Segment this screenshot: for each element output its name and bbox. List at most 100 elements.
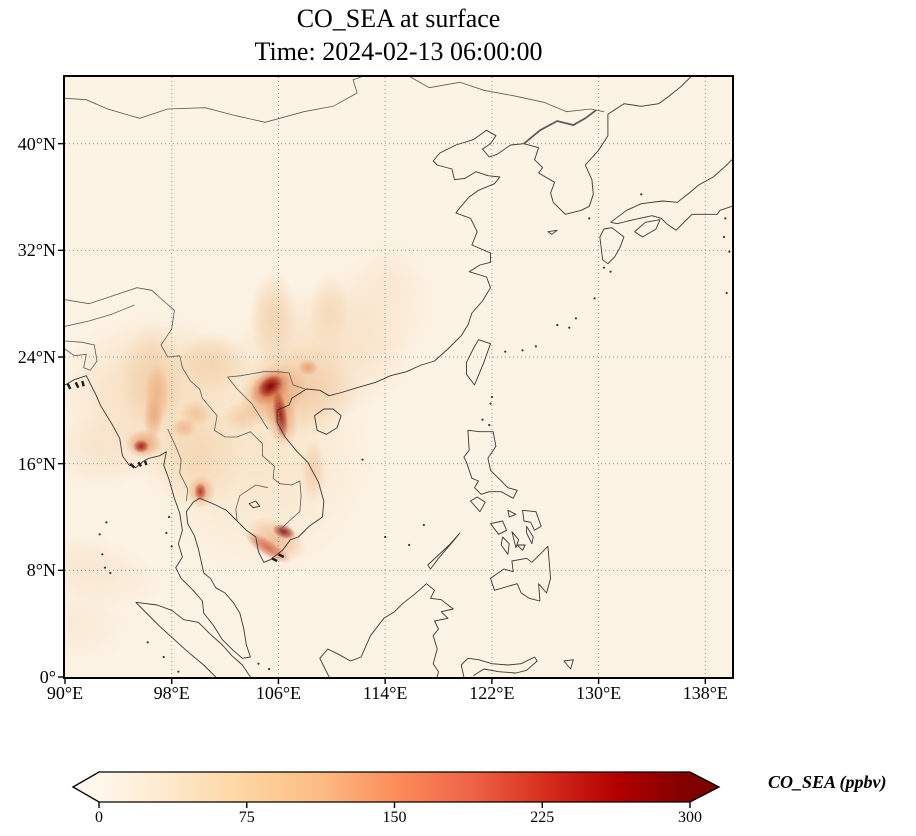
coastline: [511, 531, 520, 549]
country-border: [235, 484, 268, 522]
lon-tick-label: 90°E: [46, 683, 84, 703]
colorbar-units-label: CO_SEA (ppbv): [768, 772, 887, 792]
title-block: CO_SEA at surface Time: 2024-02-13 06:00…: [65, 2, 732, 68]
coastline: [470, 496, 486, 513]
lon-tick-label: 122°E: [469, 683, 515, 703]
coastline: [563, 659, 574, 670]
coastline: [460, 656, 538, 677]
delta-mark: [271, 557, 278, 563]
coastline: [490, 545, 552, 602]
small-island: [728, 250, 731, 253]
small-island: [422, 523, 425, 527]
country-border: [227, 376, 269, 430]
colorbar-tick-label: 150: [382, 809, 407, 826]
small-island: [481, 418, 484, 421]
small-island: [602, 266, 606, 269]
colorbar-ticks: [98, 802, 691, 808]
coastline: [314, 408, 342, 435]
small-island: [268, 667, 271, 671]
colorbar-tick-label: 0: [95, 809, 103, 826]
colorbar-gradient-bar: [71, 771, 721, 803]
coastline: [135, 601, 217, 677]
colorbar: [71, 771, 721, 808]
small-island: [489, 402, 492, 405]
coastline: [490, 520, 508, 535]
delta-mark: [143, 460, 148, 466]
small-island: [568, 326, 571, 329]
lat-tick-label: 0°: [39, 667, 56, 687]
lat-tick-label: 24°N: [17, 347, 56, 367]
lon-tick-label: 130°E: [575, 683, 622, 703]
small-island: [640, 193, 643, 196]
coastline: [610, 205, 732, 231]
delta-mark: [66, 383, 72, 390]
small-island: [177, 670, 180, 673]
small-island: [722, 235, 726, 239]
small-island: [534, 345, 538, 348]
delta-mark: [277, 553, 285, 559]
lat-tick-label: 8°N: [26, 560, 56, 581]
plot-subtitle-time: Time: 2024-02-13 06:00:00: [254, 37, 543, 66]
delta-mark: [129, 462, 136, 469]
small-island: [408, 543, 411, 547]
delta-mark: [74, 381, 80, 389]
small-island: [103, 566, 107, 569]
lat-tick-label: 16°N: [17, 453, 56, 474]
lat-tick-label: 32°N: [17, 240, 56, 261]
gridlines: [65, 77, 732, 677]
plot-title: CO_SEA at surface: [296, 4, 501, 33]
coastline: [319, 583, 454, 677]
country-border: [410, 77, 604, 113]
small-island: [165, 531, 168, 535]
coastline: [500, 536, 510, 555]
country-border: [65, 304, 135, 327]
coastline: [516, 544, 526, 551]
lon-tick-label: 114°E: [362, 683, 408, 703]
lon-tick-label: 138°E: [682, 683, 728, 703]
lat-tick-label: 40°N: [17, 133, 56, 154]
small-island: [361, 458, 364, 461]
coastlines: [65, 77, 732, 677]
map-panel: [65, 77, 732, 677]
coastline: [463, 429, 518, 499]
small-island: [170, 545, 173, 548]
small-island: [609, 270, 612, 273]
country-border: [227, 371, 306, 390]
country-borders: [65, 77, 604, 531]
coastline: [248, 500, 261, 509]
small-island: [556, 323, 559, 327]
coastline: [599, 227, 625, 265]
small-island: [724, 217, 727, 220]
coastline: [466, 339, 491, 386]
country-border: [208, 406, 302, 531]
small-island: [109, 571, 112, 575]
coastline: [427, 532, 461, 570]
small-island: [101, 553, 104, 556]
small-island: [488, 423, 491, 427]
small-island: [574, 317, 578, 320]
map-overlay: [65, 77, 732, 677]
small-island: [167, 515, 171, 519]
coastline: [135, 601, 251, 677]
coastline: [522, 509, 542, 531]
delta-mark: [81, 380, 85, 387]
colorbar-tick-label: 75: [238, 809, 255, 826]
lon-tick-label: 98°E: [153, 683, 190, 703]
delta-mark: [137, 461, 143, 467]
country-border: [65, 287, 210, 407]
coastline: [547, 229, 558, 235]
coastline: [610, 159, 732, 223]
country-border: [65, 77, 362, 123]
small-island: [521, 349, 524, 352]
coastline: [634, 219, 661, 238]
colorbar-tick-label: 225: [530, 809, 555, 826]
small-island: [588, 217, 591, 220]
coastline: [526, 525, 534, 545]
coastline: [65, 77, 691, 659]
concentration-heatmap: [65, 77, 732, 677]
colorbar-panel: 0 75 150 225 300 CO_SEA (ppbv): [0, 758, 916, 836]
small-island: [725, 291, 728, 295]
coastline: [507, 509, 517, 518]
country-border: [523, 109, 597, 145]
